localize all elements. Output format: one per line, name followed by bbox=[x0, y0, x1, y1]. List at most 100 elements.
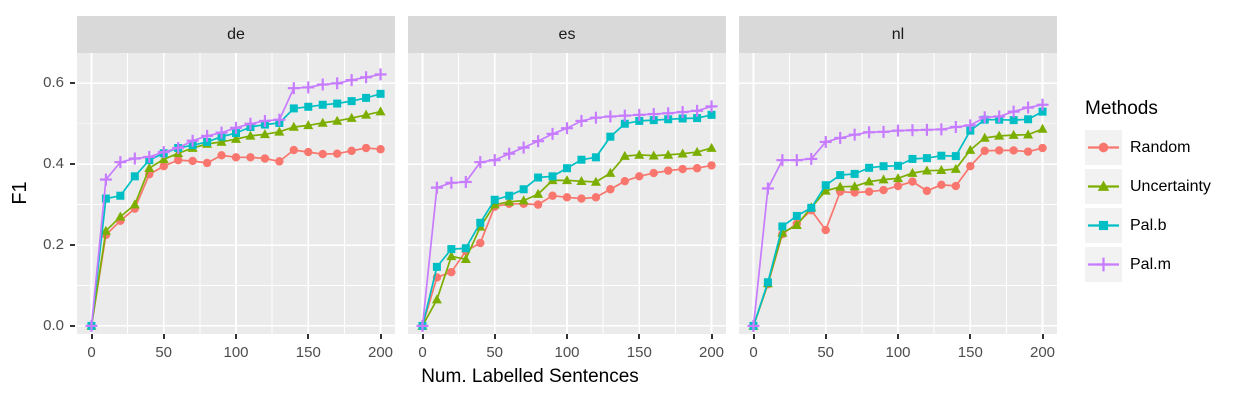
plus-marker bbox=[647, 108, 660, 121]
triangle-marker bbox=[648, 150, 659, 160]
triangle-marker bbox=[950, 163, 961, 173]
circle-marker bbox=[678, 164, 687, 174]
square-marker bbox=[130, 172, 139, 181]
x-tick-label: 50 bbox=[486, 344, 504, 361]
triangle-marker bbox=[820, 185, 831, 195]
circle-marker bbox=[159, 162, 168, 171]
circle-marker bbox=[864, 187, 874, 196]
circle-marker bbox=[591, 193, 601, 202]
plus-marker bbox=[546, 127, 559, 140]
circle-marker bbox=[202, 158, 212, 168]
x-tick-label: 100 bbox=[223, 344, 249, 361]
circle-marker bbox=[893, 181, 903, 191]
x-tick-label: 0 bbox=[87, 344, 96, 361]
triangle-marker bbox=[460, 254, 471, 264]
plus-marker bbox=[892, 124, 904, 137]
triangle-marker bbox=[303, 120, 314, 130]
triangle-marker bbox=[576, 175, 587, 185]
square-marker bbox=[563, 164, 571, 173]
square-marker bbox=[879, 162, 888, 171]
y-tick-mark bbox=[70, 244, 75, 247]
panel-es bbox=[408, 53, 726, 334]
plus-marker bbox=[964, 119, 977, 132]
plus-marker bbox=[273, 113, 286, 126]
legend-entry-Pal.m: Pal.m bbox=[1085, 247, 1211, 282]
plus-marker bbox=[517, 141, 530, 154]
facet-strip-label: nl bbox=[891, 25, 905, 43]
triangle-marker bbox=[346, 112, 357, 122]
square-marker bbox=[635, 116, 644, 125]
plus-marker bbox=[935, 123, 948, 136]
square-marker bbox=[376, 89, 385, 98]
triangle-marker bbox=[994, 130, 1005, 140]
triangle-marker bbox=[115, 211, 126, 221]
circle-marker bbox=[231, 153, 241, 162]
plus-marker bbox=[1096, 257, 1111, 272]
square-marker bbox=[778, 222, 787, 231]
series-markers-Random bbox=[87, 143, 385, 331]
x-tick-label: 150 bbox=[957, 344, 983, 361]
x-tick-label: 200 bbox=[698, 344, 725, 361]
triangle-marker bbox=[1037, 123, 1048, 133]
plus-marker bbox=[459, 175, 472, 188]
triangle-marker bbox=[562, 175, 572, 185]
plus-marker bbox=[805, 152, 818, 165]
triangle-marker bbox=[518, 195, 529, 205]
square-marker bbox=[362, 93, 371, 102]
square-marker bbox=[333, 99, 342, 108]
circle-marker bbox=[980, 146, 989, 156]
square-marker bbox=[432, 262, 441, 271]
circle-marker bbox=[1023, 147, 1033, 156]
triangle-marker bbox=[634, 149, 645, 159]
circle-marker bbox=[821, 225, 830, 235]
square-marker bbox=[101, 194, 110, 203]
plus-marker bbox=[445, 176, 458, 189]
triangle-marker bbox=[979, 132, 990, 142]
square-marker bbox=[836, 171, 845, 180]
legend-entry-Uncertainty: Uncertainty bbox=[1085, 169, 1211, 204]
plus-marker bbox=[416, 319, 429, 332]
circle-marker bbox=[951, 181, 961, 191]
plus-marker bbox=[1007, 105, 1020, 118]
plus-marker bbox=[287, 82, 300, 95]
x-tick-label: 100 bbox=[554, 344, 580, 361]
square-marker bbox=[606, 132, 615, 141]
plus-marker bbox=[662, 107, 675, 120]
plus-marker bbox=[532, 135, 545, 148]
triangle-marker bbox=[216, 136, 227, 146]
triangle-marker bbox=[158, 154, 169, 164]
square-marker bbox=[707, 110, 716, 119]
square-marker bbox=[490, 195, 499, 204]
plus-marker bbox=[128, 152, 141, 165]
triangle-marker bbox=[936, 165, 947, 175]
triangle-marker bbox=[504, 196, 515, 206]
facet-strip-de: de bbox=[77, 16, 395, 53]
plus-marker bbox=[691, 104, 704, 117]
triangle-marker bbox=[375, 106, 386, 116]
legend-key-plus-icon bbox=[1085, 247, 1122, 282]
plus-marker bbox=[345, 74, 358, 87]
circle-marker bbox=[649, 168, 658, 178]
square-marker bbox=[922, 154, 931, 163]
plus-marker bbox=[374, 68, 387, 81]
triangle-marker bbox=[288, 121, 299, 131]
square-marker bbox=[519, 185, 528, 194]
triangle-marker bbox=[431, 294, 442, 304]
plus-marker bbox=[215, 126, 228, 139]
legend-key-swatch bbox=[1088, 220, 1119, 231]
legend-entry-Random: Random bbox=[1085, 130, 1211, 165]
series-markers-Uncertainty bbox=[417, 142, 717, 330]
x-tick-label: 100 bbox=[885, 344, 911, 361]
x-tick-label: 200 bbox=[1029, 344, 1056, 361]
facet-strip-es: es bbox=[408, 16, 726, 53]
triangle-marker bbox=[849, 181, 860, 191]
triangle-marker bbox=[1008, 129, 1019, 139]
square-marker bbox=[693, 114, 702, 123]
triangle-marker bbox=[1097, 180, 1110, 191]
circle-marker bbox=[562, 193, 572, 202]
x-tick-mark bbox=[493, 334, 496, 339]
triangle-marker bbox=[677, 148, 688, 158]
circle-marker bbox=[188, 156, 197, 166]
plus-marker bbox=[1036, 98, 1049, 111]
square-marker bbox=[951, 152, 960, 161]
